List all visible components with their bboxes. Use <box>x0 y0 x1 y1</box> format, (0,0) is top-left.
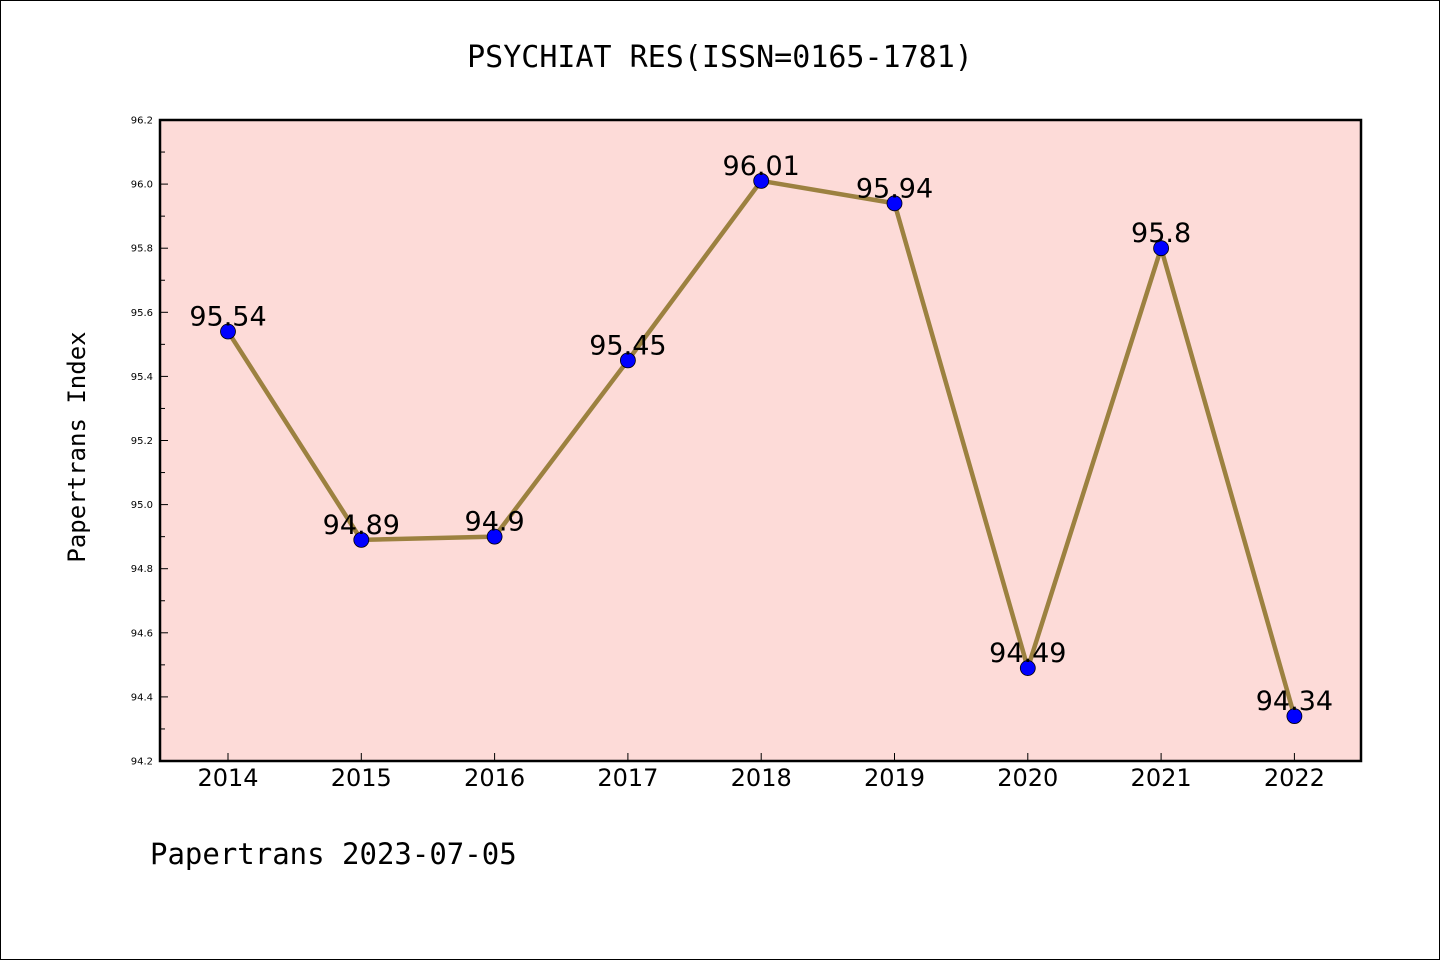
y-tick-label: 94.4 <box>131 692 153 703</box>
data-point <box>486 528 503 545</box>
y-tick-label: 95.2 <box>131 436 153 447</box>
y-tick-label: 95.6 <box>131 308 153 319</box>
data-point <box>1153 240 1169 257</box>
data-point <box>220 323 236 340</box>
x-tick-label: 2021 <box>1131 764 1192 792</box>
x-tick-label: 2018 <box>731 764 792 792</box>
x-tick-label: 2016 <box>464 764 525 792</box>
x-tick-label: 2019 <box>864 764 925 792</box>
y-tick-label: 96.0 <box>131 180 153 191</box>
y-tick-label: 94.8 <box>131 564 153 575</box>
y-axis: 94.2 94.4 94.6 94.8 95.0 95.2 95.4 95.6 95.8 96.0… <box>131 116 168 768</box>
data-label: 95.45 <box>589 330 666 361</box>
data-label: 95.54 <box>189 302 266 333</box>
x-tick-label: 2020 <box>997 764 1058 792</box>
y-tick-label: 95.0 <box>131 500 153 511</box>
data-point <box>353 531 370 548</box>
y-tick-label: 96.2 <box>131 116 153 127</box>
data-point <box>620 352 636 369</box>
data-label: 94.49 <box>989 638 1066 669</box>
chart-title: PSYCHIAT RES(ISSN=0165-1781) <box>467 40 973 75</box>
footer-text: Papertrans 2023-07-05 <box>150 837 517 871</box>
data-label: 95.8 <box>1131 218 1191 249</box>
y-axis-label: Papertrans Index <box>63 331 91 562</box>
plot-area <box>158 118 1363 763</box>
y-tick-label: 94.6 <box>131 628 153 639</box>
x-tick-label: 2014 <box>197 764 258 792</box>
x-tick-label: 2015 <box>331 764 392 792</box>
data-point <box>753 172 770 189</box>
x-axis: 2014 2015 2016 2017 2018 2019 2020 2021 2022 <box>197 753 1325 792</box>
x-tick-label: 2017 <box>597 764 658 792</box>
y-tick-label: 94.2 <box>131 757 153 768</box>
data-label: 94.89 <box>323 510 400 541</box>
y-tick-label: 95.4 <box>131 372 153 383</box>
data-point <box>886 195 903 212</box>
y-tick-label: 95.8 <box>131 244 153 255</box>
data-label: 94.9 <box>465 507 525 538</box>
data-point <box>1019 660 1036 676</box>
data-label: 95.94 <box>856 173 933 204</box>
data-point <box>1286 708 1303 725</box>
data-label: 94.34 <box>1256 686 1333 717</box>
series-group: 95.54 94.89 94.9 95.45 96.01 95.94 94.49 95.8 94… <box>189 151 1333 725</box>
x-tick-label: 2022 <box>1264 764 1325 792</box>
data-label: 96.01 <box>723 151 800 182</box>
